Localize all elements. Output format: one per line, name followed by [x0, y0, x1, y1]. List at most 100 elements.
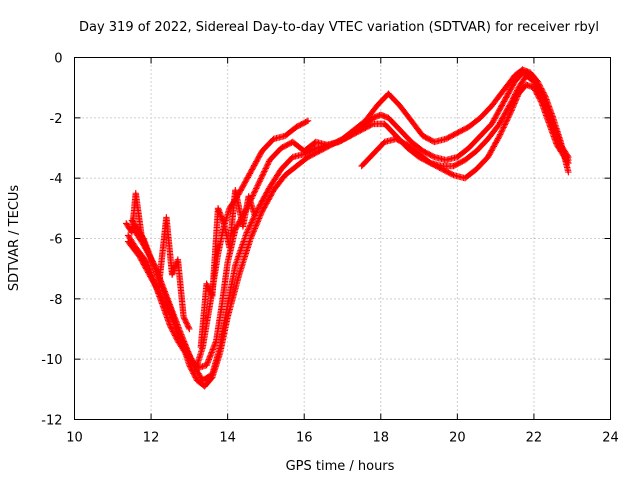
- series-layer: [122, 66, 572, 390]
- data-point: [429, 153, 437, 160]
- data-point: [508, 105, 516, 113]
- data-point: [247, 220, 255, 228]
- data-point: [501, 122, 508, 130]
- data-point: [506, 111, 513, 118]
- data-point: [186, 363, 194, 370]
- data-point: [205, 357, 212, 365]
- data-point: [161, 290, 168, 297]
- data-point: [152, 266, 159, 274]
- data-point: [257, 211, 265, 218]
- data-point: [254, 218, 262, 225]
- data-point: [532, 87, 539, 94]
- data-point: [507, 108, 515, 115]
- data-point: [503, 117, 511, 124]
- data-point: [248, 217, 256, 225]
- data-point: [250, 215, 257, 222]
- data-point: [165, 300, 172, 307]
- y-axis-label: SDTVAR / TECUs: [7, 185, 22, 292]
- data-point: [189, 368, 197, 376]
- data-point: [204, 359, 211, 366]
- x-tick-label: 22: [526, 431, 543, 446]
- data-point: [534, 78, 541, 85]
- series-track-4: [128, 66, 572, 390]
- data-point: [502, 119, 509, 127]
- data-point: [164, 298, 172, 306]
- data-point: [164, 297, 171, 304]
- data-point: [261, 166, 269, 174]
- data-point: [511, 100, 518, 107]
- data-point: [540, 89, 547, 96]
- data-point: [499, 125, 507, 133]
- data-point: [151, 265, 159, 272]
- data-point: [255, 215, 263, 222]
- data-point: [160, 287, 167, 294]
- data-point: [258, 173, 265, 181]
- data-point: [257, 175, 265, 182]
- data-point: [209, 346, 216, 353]
- data-point: [260, 169, 267, 177]
- data-point: [188, 358, 196, 365]
- data-point: [537, 98, 545, 105]
- data-point: [536, 96, 544, 104]
- data-point: [250, 190, 257, 198]
- data-point: [251, 211, 258, 218]
- data-point: [501, 121, 509, 128]
- data-point: [251, 188, 259, 195]
- data-point: [144, 247, 151, 254]
- data-point: [245, 225, 253, 232]
- data-point: [190, 370, 197, 377]
- data-point: [496, 131, 504, 138]
- data-point: [250, 228, 257, 235]
- data-point: [207, 352, 214, 359]
- data-point: [191, 371, 198, 378]
- x-tick-label: 10: [66, 431, 83, 446]
- data-point: [248, 219, 255, 226]
- data-point: [211, 340, 219, 348]
- data-point: [187, 364, 194, 372]
- data-point: [303, 118, 310, 125]
- data-point: [249, 192, 257, 199]
- data-point: [251, 226, 258, 234]
- data-point: [210, 343, 218, 350]
- data-point: [534, 92, 542, 100]
- data-point: [449, 171, 456, 178]
- data-point: [248, 232, 256, 239]
- data-point: [538, 86, 546, 94]
- data-point: [565, 168, 572, 176]
- data-point: [251, 225, 259, 232]
- data-point: [243, 229, 250, 236]
- grid: [74, 57, 611, 420]
- y-tick-label: -4: [50, 172, 63, 187]
- x-tick-label: 20: [449, 431, 466, 446]
- data-point: [249, 229, 257, 236]
- data-point: [497, 129, 505, 137]
- data-point: [504, 115, 511, 123]
- data-point: [495, 134, 502, 141]
- data-point: [244, 227, 251, 235]
- data-point: [247, 235, 254, 242]
- series-spike-b: [155, 214, 193, 333]
- data-point: [498, 128, 505, 135]
- data-point: [251, 189, 258, 196]
- data-point: [259, 172, 266, 179]
- x-tick-label: 16: [296, 431, 313, 446]
- data-point: [255, 179, 263, 186]
- data-point: [368, 121, 376, 128]
- data-point: [538, 85, 545, 92]
- data-point: [259, 171, 267, 178]
- data-point: [512, 97, 519, 104]
- data-point: [304, 117, 312, 125]
- x-axis-label: GPS time / hours: [286, 459, 395, 474]
- series-spike-a: [122, 190, 151, 254]
- data-point: [246, 222, 254, 229]
- data-point: [159, 284, 166, 291]
- data-point: [254, 182, 261, 189]
- data-point: [248, 233, 255, 241]
- axis-ticks: 10 12 14 16 18 20 22 24 0 -2 -4 -6 -8 -10 -12: [41, 52, 619, 446]
- data-point: [505, 114, 512, 121]
- data-point: [209, 347, 216, 355]
- data-point: [261, 168, 268, 175]
- data-point: [509, 104, 516, 111]
